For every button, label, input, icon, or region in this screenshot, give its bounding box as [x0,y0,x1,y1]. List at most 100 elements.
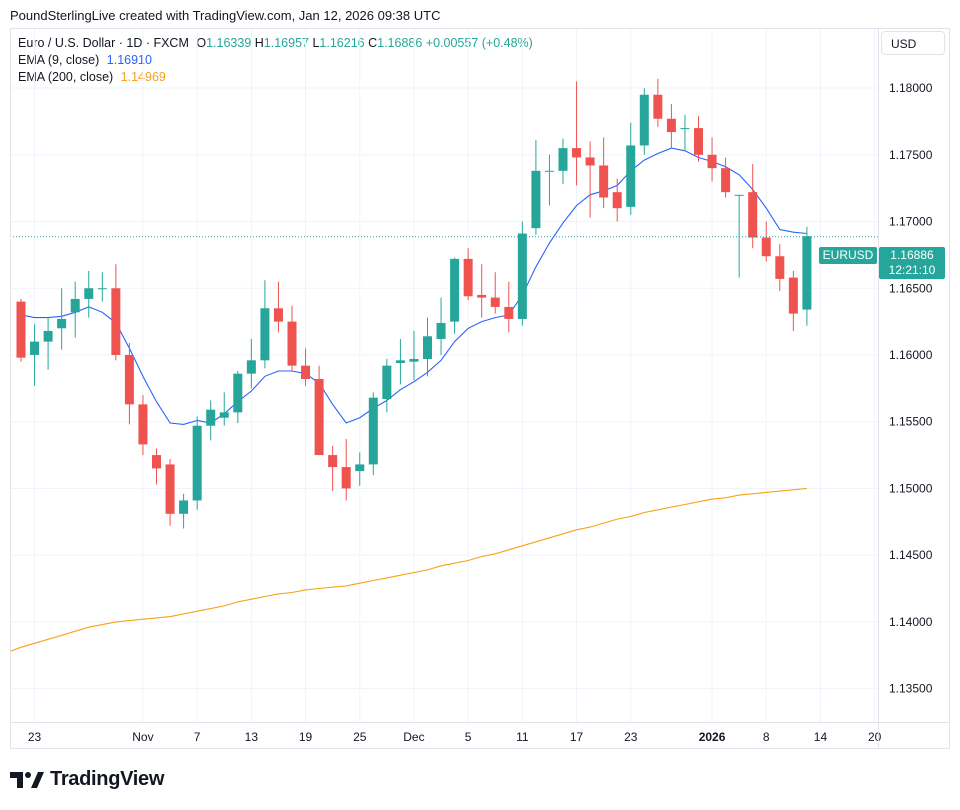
legend-symbol: Euro / U.S. Dollar · 1D · FXCM [18,36,189,50]
candle-body [233,373,243,413]
chart-frame [10,28,950,749]
candle-body [585,157,595,166]
candle [179,493,189,529]
candle [463,248,473,301]
candle [219,392,229,426]
x-tick-label: 11 [516,730,529,744]
candle [694,116,703,162]
candle-body [734,194,744,196]
candle-body [707,154,717,169]
candle-body [599,165,609,198]
y-tick-label: 1.15000 [889,481,933,495]
candle [382,358,392,413]
candle-body [30,341,40,355]
candle-body [463,258,473,297]
candle [395,338,405,385]
legend-ema200-label: EMA (200, close) [18,70,114,84]
candle [626,122,636,215]
candle [761,221,771,262]
candle [368,392,378,476]
candle [165,459,175,526]
candle-body [206,409,216,426]
candle [124,342,134,425]
candle-body [531,170,541,229]
candle [653,78,663,127]
candle [328,445,338,492]
y-tick-label: 1.17500 [889,148,933,162]
x-tick-label: 20 [868,730,882,744]
candle [666,104,676,149]
candle-body [16,301,26,358]
candle [43,317,53,370]
candle [734,194,744,278]
tradingview-logo-icon [10,771,44,788]
candle-body [57,318,67,329]
candles [16,78,812,529]
candle-body [246,360,256,374]
candle-body [626,145,636,207]
candle [748,164,758,249]
candle [152,448,161,485]
candle [287,305,297,371]
candle-body [436,322,446,339]
y-tick-label: 1.13500 [889,682,933,696]
candle [721,157,731,198]
candle [30,324,40,386]
candle-body [368,397,378,465]
legend-open-label: O [196,36,207,50]
x-tick-label: 23 [28,730,42,744]
candle-body [84,288,94,299]
candle-body [639,94,649,146]
candle-body [612,192,622,209]
candle-body [788,277,798,314]
tradingview-logo[interactable]: TradingView [10,768,164,791]
chart-credit: PoundSterlingLive created with TradingVi… [10,8,441,23]
legend-low-label: L [312,36,320,50]
candle [314,365,324,456]
candle-body [301,365,311,380]
candle [409,330,419,381]
candle [16,298,26,362]
candle [246,338,256,389]
candle [544,154,554,206]
tradingview-logo-text: TradingView [50,768,165,790]
candle-body [341,467,351,489]
legend-close-label: C [368,36,378,50]
candle [260,280,270,369]
candle-body [775,256,785,279]
candle [84,270,94,318]
y-tick-label: 1.16000 [889,348,933,362]
candle-body [219,412,229,418]
x-tick-label: 8 [763,730,770,744]
candle [788,270,798,331]
candle [206,400,216,441]
candle-body [477,294,487,298]
y-tick-label: 1.14000 [889,615,933,629]
x-tick-label: 19 [299,730,313,744]
candle-body [450,258,460,322]
candle [585,141,595,218]
candle-body [544,170,554,172]
candle [341,439,351,501]
ema200-path [9,487,807,652]
currency-selector[interactable]: USD [881,31,945,55]
candle [423,317,432,377]
candle-body [192,425,202,501]
candle [70,281,80,338]
candle [612,178,622,222]
x-tick-label: 17 [570,730,584,744]
legend-ema9: EMA (9, close) 1.16910 [18,53,152,67]
legend-close: 1.16886 [377,36,423,50]
candle-body [490,297,500,307]
candle [680,114,690,151]
x-tick-label: Nov [132,730,153,744]
price-tag-value: 1.16886 12:21:10 [879,247,945,279]
candle-body [314,379,324,456]
price-tag-symbol: EURUSD [819,247,877,264]
legend-ema9-label: EMA (9, close) [18,53,100,67]
x-tick-label: 14 [814,730,828,744]
candle [111,264,121,361]
legend-open: 1.16339 [206,36,252,50]
candle-body [395,360,405,363]
